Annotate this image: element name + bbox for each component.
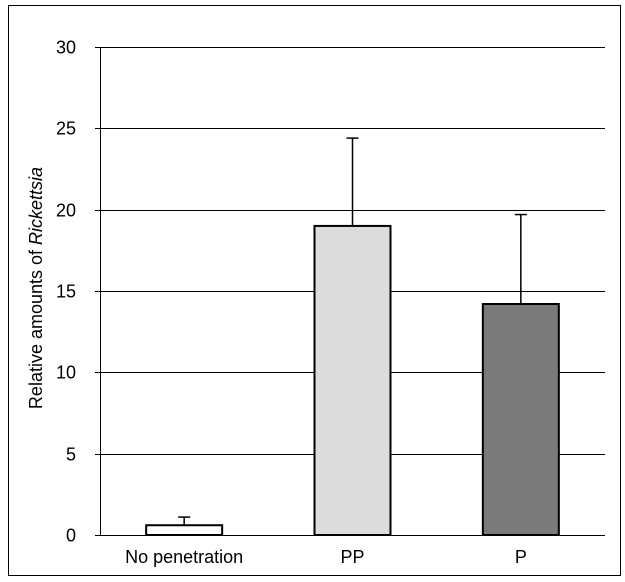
- y-axis-label-text: Relative amounts of: [26, 245, 46, 409]
- error-bars: [178, 137, 527, 526]
- y-axis-label-italic: Rickettsia: [26, 167, 46, 245]
- y-axis-label: Relative amounts of Rickettsia: [26, 167, 46, 409]
- bars: [145, 224, 560, 537]
- y-tick-label: 20: [56, 201, 76, 221]
- y-tick-label: 30: [56, 38, 76, 58]
- x-tick-label: P: [515, 547, 527, 567]
- axes: [95, 47, 605, 536]
- x-tick-labels: No penetration PP P: [125, 547, 527, 567]
- y-tick-label: 15: [56, 282, 76, 302]
- bar-1: [313, 224, 392, 537]
- y-tick-label: 0: [66, 526, 76, 546]
- y-tick-label: 5: [66, 445, 76, 465]
- bar-2: [481, 303, 560, 536]
- y-tick-label: 10: [56, 363, 76, 383]
- y-tick-labels: 0 5 10 15 20 25 30: [56, 38, 76, 546]
- outer-border: [8, 5, 621, 576]
- x-tick-label: No penetration: [125, 547, 243, 567]
- y-tick-label: 25: [56, 119, 76, 139]
- bar-0: [145, 524, 224, 536]
- x-tick-label: PP: [340, 547, 364, 567]
